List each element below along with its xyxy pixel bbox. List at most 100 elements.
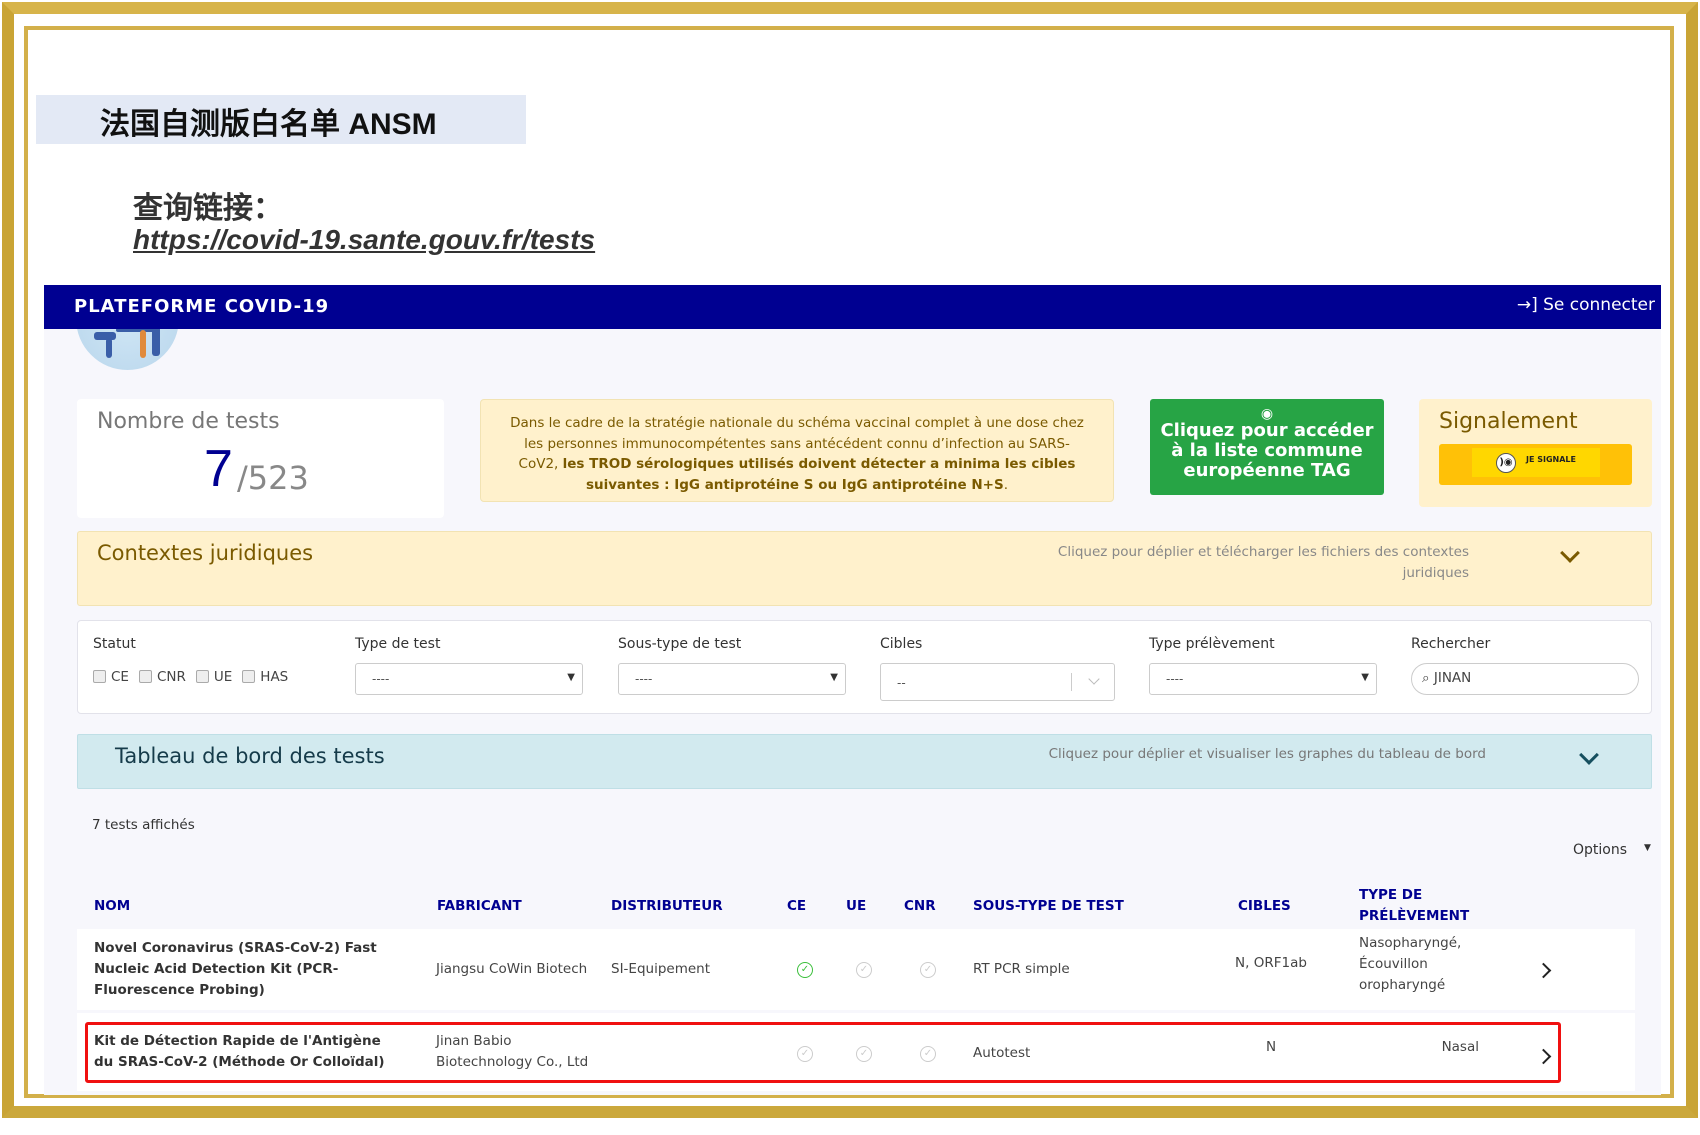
contextes-title: Contextes juridiques	[97, 541, 314, 565]
notice-bold-text: les TROD sérologiques utilisés doivent d…	[562, 456, 1076, 493]
col-header-sous-type[interactable]: SOUS-TYPE DE TEST	[973, 898, 1124, 914]
options-dropdown[interactable]: Options	[1573, 842, 1628, 858]
col-header-ue[interactable]: UE	[846, 898, 867, 914]
statut-checkboxes: CE CNR UE HAS	[93, 668, 298, 687]
separator	[1071, 673, 1072, 691]
search-input[interactable]: ⌕ JINAN	[1411, 663, 1639, 695]
cell-prelevement: Nasal	[1441, 1039, 1479, 1055]
cell-nom: Kit de Détection Rapide de l'Antigène du…	[94, 1033, 385, 1070]
col-header-cibles[interactable]: CIBLES	[1238, 898, 1291, 914]
dashboard-hint: Cliquez pour déplier et visualiser les g…	[1048, 746, 1486, 762]
col-header-fabricant[interactable]: FABRICANT	[437, 898, 522, 914]
checkbox-cnr[interactable]: CNR	[138, 668, 186, 685]
type-test-select[interactable]: ---- ▼	[355, 663, 583, 695]
sous-type-label: Sous-type de test	[618, 636, 742, 652]
dashboard-panel[interactable]: Tableau de bord des tests Cliquez pour d…	[77, 734, 1652, 789]
test-count-card: Nombre de tests 7 /523	[77, 399, 444, 518]
results-count: 7 tests affichés	[92, 817, 195, 833]
test-count-label: Nombre de tests	[97, 409, 280, 434]
test-count-shown: 7	[204, 440, 233, 498]
cell-sous-type: RT PCR simple	[973, 961, 1070, 977]
table-row[interactable]: Novel Coronavirus (SRAS-CoV-2) Fast Nucl…	[77, 929, 1635, 1010]
notice-text: Dans le cadre de la stratégie nationale …	[510, 415, 1084, 472]
col-header-prelevement[interactable]: TYPE DE PRÉLÈVEMENT	[1359, 887, 1470, 924]
caret-down-icon: ▼	[567, 672, 575, 683]
checkbox-has[interactable]: HAS	[242, 669, 288, 685]
top-navbar: PLATEFORME COVID-19 →] Se connecter	[44, 285, 1661, 329]
check-circle-icon-ce: ✓	[797, 1046, 813, 1062]
notice-end: .	[1003, 476, 1008, 493]
query-link[interactable]: https://covid-19.sante.gouv.fr/tests	[133, 224, 596, 255]
prelevement-value: ----	[1166, 672, 1184, 686]
col-header-distributeur[interactable]: DISTRIBUTEUR	[611, 898, 723, 914]
cell-sous-type: Autotest	[973, 1045, 1031, 1061]
col-header-ce[interactable]: CE	[787, 898, 807, 914]
cell-fabricant: Jiangsu CoWin Biotech	[436, 961, 588, 977]
check-circle-icon-ce: ✓	[797, 962, 813, 978]
caret-down-icon: ▼	[830, 672, 838, 683]
megaphone-icon: )◉	[1496, 453, 1516, 473]
search-icon: ⌕	[1422, 670, 1430, 686]
cell-distributeur: SI-Equipement	[611, 961, 711, 977]
login-link[interactable]: →] Se connecter	[1517, 295, 1655, 315]
cell-cibles: N	[1265, 1039, 1277, 1055]
eye-icon: ◉	[1260, 406, 1274, 422]
check-circle-icon-ue: ✓	[856, 962, 872, 978]
sign-in-icon: →]	[1516, 295, 1544, 315]
chevron-down-icon	[1088, 673, 1100, 685]
type-test-label: Type de test	[355, 636, 441, 652]
decorative-frame-inner	[24, 26, 1674, 1098]
chevron-down-icon[interactable]	[1560, 543, 1580, 563]
vaccine-strategy-notice: Dans le cadre de la stratégie nationale …	[480, 399, 1114, 502]
cibles-select[interactable]: --	[880, 663, 1115, 701]
checkbox-has-label: HAS	[260, 668, 289, 685]
contextes-hint: Cliquez pour déplier et télécharger les …	[1057, 544, 1469, 581]
checkbox-cnr-label: CNR	[156, 668, 186, 685]
checkbox-ue[interactable]: UE	[195, 668, 233, 685]
checkbox-ce-label: CE	[111, 668, 129, 685]
col-header-nom[interactable]: NOM	[94, 898, 131, 914]
caret-down-icon[interactable]: ▼	[1644, 843, 1651, 853]
slide-title: 法国自测版白名单 ANSM	[36, 95, 526, 144]
signalement-card: Signalement )◉ JE SIGNALE	[1419, 399, 1652, 507]
cibles-value: --	[897, 676, 906, 690]
login-label: Se connecter	[1543, 295, 1655, 315]
highlight-box	[85, 1022, 1561, 1083]
chevron-right-icon[interactable]	[1535, 962, 1552, 979]
cell-cibles: N, ORF1ab	[1235, 955, 1307, 971]
checkbox-ue-label: UE	[213, 668, 233, 685]
sous-type-value: ----	[635, 672, 653, 686]
check-circle-icon-cnr: ✓	[920, 1046, 936, 1062]
check-circle-icon-ue: ✓	[856, 1046, 872, 1062]
cell-prelevement: Nasopharyngé, Écouvillon oropharyngé	[1359, 935, 1462, 993]
chevron-down-icon[interactable]	[1579, 745, 1599, 765]
test-count-total: /523	[237, 459, 309, 497]
je-signale-label: JE SIGNALE	[1526, 455, 1576, 464]
filters-panel: Statut CE CNR UE HAS Type de test ---- ▼ Sou…	[77, 620, 1652, 714]
cell-nom: Novel Coronavirus (SRAS-CoV-2) Fast Nucl…	[94, 940, 377, 998]
query-label: 查询链接：	[133, 192, 283, 225]
signalement-title: Signalement	[1439, 409, 1578, 434]
statut-label: Statut	[93, 636, 136, 652]
caret-down-icon: ▼	[1361, 672, 1369, 683]
sous-type-select[interactable]: ---- ▼	[618, 663, 846, 695]
eu-tag-list-button[interactable]: ◉ Cliquez pour accéder à la liste commun…	[1150, 399, 1384, 495]
checkbox-ce[interactable]: CE	[93, 669, 129, 685]
check-circle-icon-cnr: ✓	[920, 962, 936, 978]
je-signale-button[interactable]: )◉ JE SIGNALE	[1439, 444, 1632, 485]
dashboard-title: Tableau de bord des tests	[115, 744, 385, 768]
table-row[interactable]: Kit de Détection Rapide de l'Antigène du…	[77, 1013, 1635, 1091]
contextes-juridiques-panel[interactable]: Contextes juridiques Cliquez pour déplie…	[77, 531, 1652, 606]
prelevement-label: Type prélèvement	[1149, 636, 1275, 652]
search-label: Rechercher	[1411, 636, 1491, 652]
platform-brand[interactable]: PLATEFORME COVID-19	[74, 296, 330, 317]
type-test-value: ----	[372, 672, 390, 686]
prelevement-select[interactable]: ---- ▼	[1149, 663, 1377, 695]
eu-tag-list-label: Cliquez pour accéder à la liste commune …	[1160, 420, 1374, 481]
je-signale-banner: )◉ JE SIGNALE	[1472, 448, 1600, 477]
cell-fabricant: Jinan Babio Biotechnology Co., Ltd	[436, 1033, 589, 1070]
search-value: JINAN	[1433, 670, 1472, 686]
col-header-cnr[interactable]: CNR	[904, 898, 936, 914]
cibles-label: Cibles	[880, 636, 923, 652]
